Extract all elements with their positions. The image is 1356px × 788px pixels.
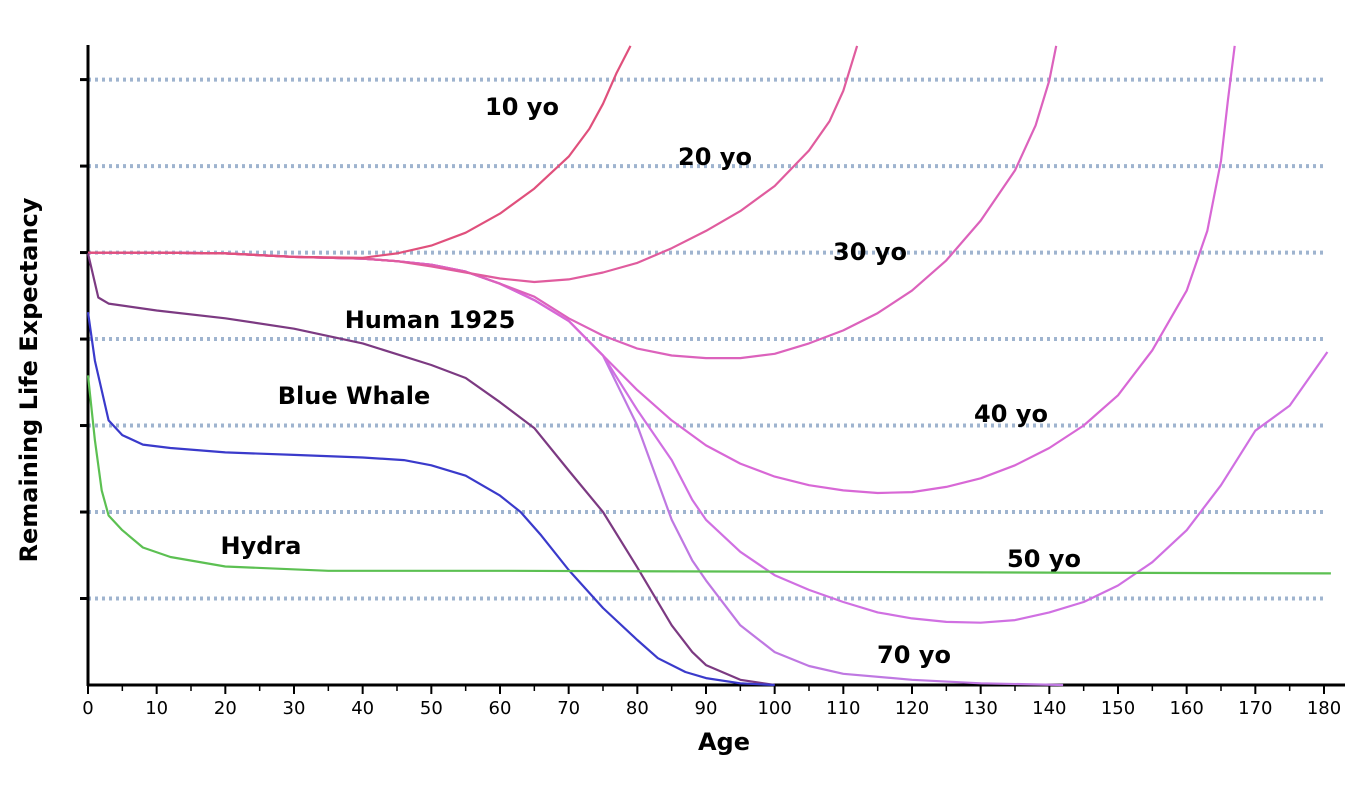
x-tick-label: 10: [145, 698, 168, 719]
series-label: 40 yo: [974, 400, 1048, 428]
series-line: [88, 251, 1064, 687]
series-label: 20 yo: [678, 143, 752, 171]
series-line: [88, 45, 1058, 360]
x-tick-label: 0: [82, 698, 93, 719]
series-label: 10 yo: [485, 93, 559, 121]
y-axis-label: Remaining Life Expectancy: [15, 197, 43, 562]
series-label: Blue Whale: [278, 382, 431, 410]
series-line: [86, 312, 775, 687]
series-line: [86, 253, 775, 687]
series-label: 70 yo: [877, 641, 951, 669]
series-label: Human 1925: [345, 306, 516, 334]
x-tick-label: 150: [1101, 698, 1135, 719]
x-tick-label: 130: [963, 698, 997, 719]
x-tick-label: 40: [351, 698, 374, 719]
x-tick-label: 120: [895, 698, 929, 719]
x-tick-label: 170: [1238, 698, 1272, 719]
series-line: [88, 251, 1329, 624]
x-axis-label: Age: [698, 728, 750, 756]
x-tick-label: 140: [1032, 698, 1066, 719]
x-tick-label: 110: [826, 698, 860, 719]
x-tick-label: 80: [626, 698, 649, 719]
x-tick-label: 50: [420, 698, 443, 719]
x-tick-label: 20: [214, 698, 237, 719]
x-tick-label: 90: [695, 698, 718, 719]
series-line: [88, 45, 632, 259]
x-tick-label: 100: [757, 698, 791, 719]
x-tick-label: 30: [283, 698, 306, 719]
x-tick-label: 60: [489, 698, 512, 719]
series-label: 30 yo: [833, 238, 907, 266]
x-tick-label: 70: [557, 698, 580, 719]
series-label: Hydra: [221, 532, 302, 560]
x-tick-label: 180: [1307, 698, 1341, 719]
series-label: 50 yo: [1007, 545, 1081, 573]
x-tick-label: 160: [1169, 698, 1203, 719]
series-line: [86, 375, 1331, 575]
